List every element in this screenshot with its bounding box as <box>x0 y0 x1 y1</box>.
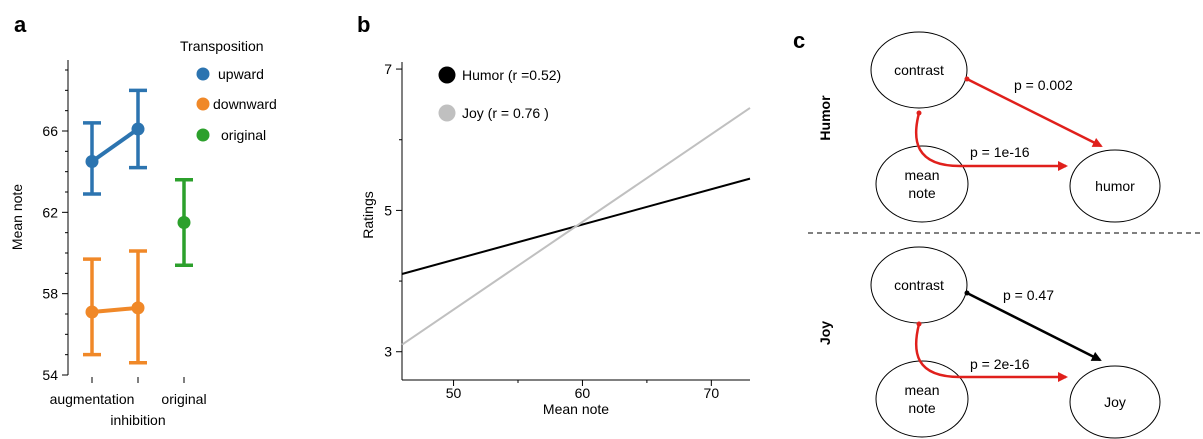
humor-contrast-edge <box>966 77 1103 148</box>
panel-b-x-label: Mean note <box>543 401 609 417</box>
humor-mean-note-edge-label: p = 1e-16 <box>970 144 1030 160</box>
panel-b-y-tick-label: 5 <box>384 202 392 218</box>
panel-a-legend-label: downward <box>213 96 277 112</box>
panel-a-legend-marker <box>196 97 210 111</box>
panel-a-x-tick-label: inhibition <box>110 412 165 428</box>
joy-group: Joy contrast mean note Joy p = 0.47 p = … <box>817 246 1161 439</box>
panel-a-legend-label: upward <box>218 66 264 82</box>
panel-b-y-label: Ratings <box>360 191 376 238</box>
panel-a-legend-label: original <box>221 127 266 143</box>
humor-group: Humor contrast mean note humor p = 0.002… <box>817 31 1161 223</box>
humor-mean-note-edge <box>915 112 1068 171</box>
joy-mean-note-node <box>875 360 969 438</box>
joy-contrast-edge-label: p = 0.47 <box>1003 287 1054 303</box>
joy-contrast-edge <box>966 291 1102 362</box>
panel-a-legend-title: Transposition <box>180 38 264 54</box>
panel-b-x-tick-label: 70 <box>704 385 720 401</box>
panel-b-chart: 3 5 7 50 60 70 Mean note Ratings Humor (r =0… <box>360 61 751 417</box>
panel-a-series-upward <box>83 88 147 196</box>
panel-c-letter: c <box>793 28 805 53</box>
panel-b-letter: b <box>357 12 370 37</box>
panel-b-y-tick-label: 3 <box>384 344 392 360</box>
panel-a-x-tick-label: original <box>161 391 206 407</box>
panel-b-y-tick-label: 7 <box>384 61 392 77</box>
humor-outcome-node <box>1069 149 1161 223</box>
joy-group-label: Joy <box>817 321 833 345</box>
joy-note-label: note <box>908 400 935 416</box>
panel-b-legend: Humor (r =0.52) Joy (r = 0.76 ) <box>438 66 561 122</box>
panel-a-connector-line <box>90 127 140 164</box>
panel-a-series-downward <box>83 249 147 365</box>
humor-outcome-label: humor <box>1095 178 1135 194</box>
panel-a-legend-marker <box>196 67 210 81</box>
humor-contrast-edge-label: p = 0.002 <box>1014 77 1073 93</box>
panel-a-y-label: Mean note <box>9 184 25 250</box>
panel-b-legend-marker <box>438 66 456 84</box>
panel-b-legend-label: Joy (r = 0.76 ) <box>462 105 549 121</box>
panel-a-point <box>131 301 145 315</box>
panel-b-x-tick-label: 60 <box>575 385 591 401</box>
panel-a-y-tick-label: 58 <box>42 286 58 302</box>
humor-contrast-node <box>870 31 968 109</box>
panel-b-legend-label: Humor (r =0.52) <box>462 67 561 83</box>
humor-mean-note-node <box>875 145 969 223</box>
joy-contrast-label: contrast <box>894 277 944 293</box>
panel-c-diagram: Humor contrast mean note humor p = 0.002… <box>808 31 1203 439</box>
humor-contrast-label: contrast <box>894 62 944 78</box>
panel-a-x-tick-label: augmentation <box>50 391 135 407</box>
joy-mean-label: mean <box>904 382 939 398</box>
panel-a-legend-marker <box>196 128 210 142</box>
panel-a-legend: Transposition upward downward original <box>180 38 277 143</box>
panel-a-y-tick-label: 54 <box>42 367 58 383</box>
panel-a-y-tick-label: 66 <box>42 123 58 139</box>
panel-b-legend-marker <box>438 104 456 122</box>
panel-a-letter: a <box>14 12 27 37</box>
panel-a-connector-line <box>91 305 139 314</box>
joy-mean-note-edge <box>915 323 1068 382</box>
panel-a-point <box>85 305 99 319</box>
panel-a-point <box>131 122 145 136</box>
joy-outcome-label: Joy <box>1104 394 1126 410</box>
joy-mean-note-edge-label: p = 2e-16 <box>970 356 1030 372</box>
panel-b-x-tick-label: 50 <box>446 385 462 401</box>
panel-a-point <box>85 155 99 168</box>
panel-a-y-tick-label: 62 <box>42 204 58 220</box>
humor-note-label: note <box>908 185 935 201</box>
panel-a-series-original <box>175 178 193 267</box>
panel-b-series-line <box>401 107 751 346</box>
panel-a-point <box>177 216 191 229</box>
humor-mean-label: mean <box>904 167 939 183</box>
humor-group-label: Humor <box>817 95 833 141</box>
joy-outcome-node <box>1069 365 1161 439</box>
